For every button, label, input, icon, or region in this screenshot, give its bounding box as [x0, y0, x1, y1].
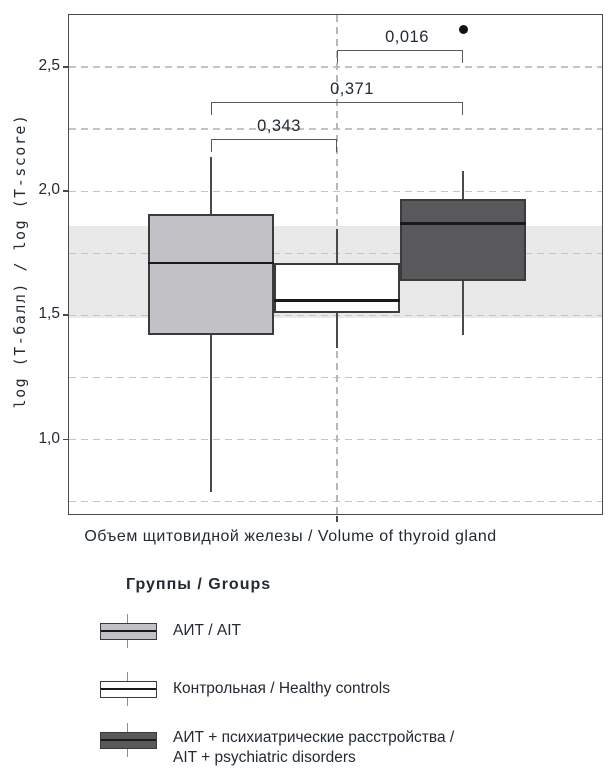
- median-line: [400, 222, 526, 225]
- y-tick-mark: [63, 438, 69, 441]
- whisker-upper: [336, 228, 338, 264]
- y-tick-mark: [63, 66, 69, 68]
- significance-label: 0,016: [385, 27, 429, 46]
- plot-area: 0,343 0,371 0,016: [68, 14, 603, 515]
- y-gridline: [69, 66, 602, 68]
- whisker-lower: [210, 335, 212, 492]
- significance-bracket: [337, 49, 463, 63]
- whisker-lower: [336, 312, 338, 348]
- y-gridline: [69, 500, 602, 503]
- legend-item-ait: АИТ / AIT: [100, 613, 241, 649]
- y-gridline: [69, 128, 602, 130]
- legend-glyph-boxplot: [100, 613, 158, 649]
- y-tick-label: 1,0: [38, 429, 60, 447]
- outlier-point: [458, 25, 468, 35]
- boxplot-box: [274, 263, 400, 313]
- median-line: [148, 262, 274, 265]
- significance-label: 0,371: [330, 79, 374, 98]
- legend-item-label: АИТ + психиатрические расстройства / AIT…: [173, 729, 455, 766]
- legend-item-healthy-controls: Контрольная / Healthy controls: [100, 671, 390, 707]
- legend-glyph-box: [100, 680, 157, 698]
- significance-bracket: [211, 139, 337, 153]
- boxplot-box: [400, 198, 526, 281]
- y-gridline: [69, 376, 602, 379]
- legend-glyph-box: [100, 731, 157, 749]
- whisker-upper: [210, 156, 212, 214]
- legend-title: Группы / Groups: [126, 576, 272, 593]
- legend-item-label: АИТ / AIT: [173, 622, 241, 639]
- y-axis-label: log (Т-балл) / log (T-score): [11, 113, 29, 408]
- y-tick-label: 1,5: [38, 305, 60, 323]
- whisker-lower: [462, 280, 464, 336]
- x-axis-label: Объем щитовидной железы / Volume of thyr…: [84, 528, 497, 545]
- y-tick-mark: [63, 190, 69, 192]
- median-line: [274, 299, 400, 302]
- y-gridline: [69, 252, 602, 255]
- y-gridline: [69, 190, 602, 192]
- y-gridline: [69, 314, 602, 317]
- x-tick-mark: [336, 516, 338, 522]
- boxplot-box: [148, 213, 274, 336]
- legend-glyph-boxplot: [100, 671, 158, 707]
- whisker-upper: [462, 171, 464, 199]
- legend-item-label: Контрольная / Healthy controls: [173, 680, 390, 697]
- y-tick-mark: [63, 314, 69, 316]
- legend-glyph-box: [100, 622, 157, 640]
- y-gridline: [69, 438, 602, 441]
- significance-label: 0,343: [257, 117, 301, 136]
- y-tick-label: 2,0: [38, 181, 60, 199]
- legend-glyph-median: [101, 688, 156, 690]
- significance-bracket: [211, 101, 463, 115]
- legend-glyph-median: [101, 739, 156, 741]
- y-tick-label: 2,5: [38, 57, 60, 75]
- legend-glyph-boxplot: [100, 722, 158, 758]
- legend-glyph-median: [101, 630, 156, 632]
- legend-item-ait-psychiatric: АИТ + психиатрические расстройства / AIT…: [100, 722, 454, 766]
